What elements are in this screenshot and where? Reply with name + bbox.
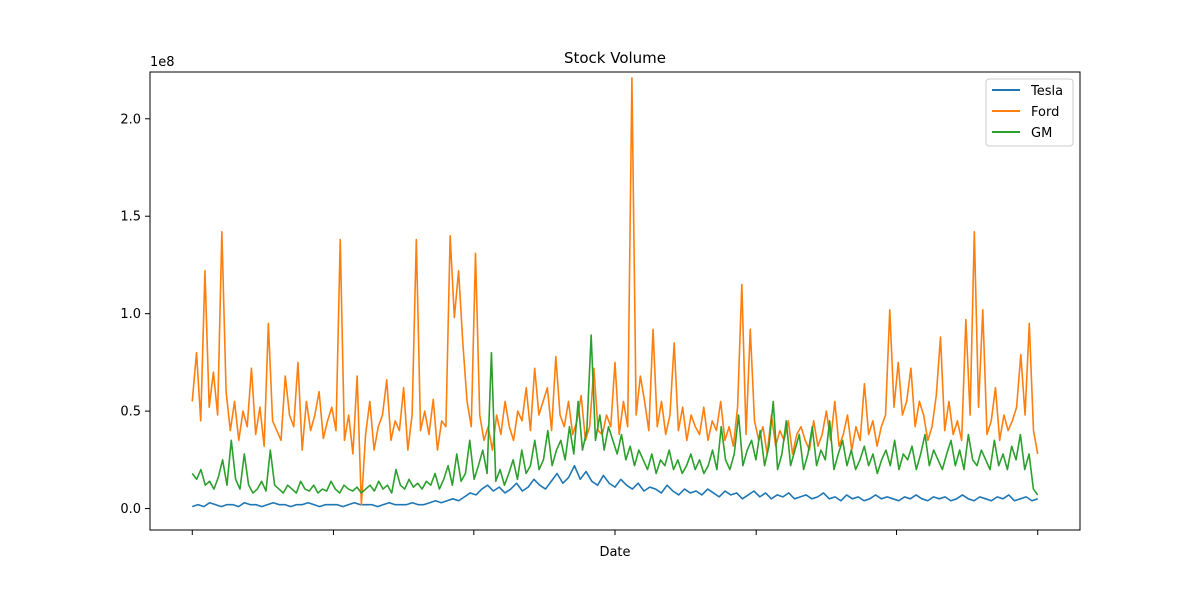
x-axis: [191, 530, 1039, 535]
legend-label-tesla: Tesla: [1030, 84, 1063, 99]
series-line-ford: [191, 77, 1039, 506]
y-tick-label: 1.5: [120, 210, 141, 225]
y-tick-label: 2.0: [120, 112, 141, 127]
y-tick-label: 1.0: [120, 307, 141, 322]
series-layer: [191, 77, 1039, 508]
legend-label-ford: Ford: [1031, 105, 1059, 120]
chart-title: Stock Volume: [564, 49, 666, 67]
legend: Tesla Ford GM: [985, 78, 1074, 147]
y-tick-label: 0.5: [120, 405, 141, 420]
x-axis-label: Date: [599, 545, 630, 560]
y-tick-label: 0.0: [120, 502, 141, 517]
series-line-gm: [191, 334, 1039, 496]
series-line-tesla: [192, 464, 1038, 508]
y-axis: 0.0 0.5 1.0 1.5 2.0: [120, 112, 150, 517]
legend-label-gm: GM: [1031, 126, 1052, 141]
legend-box: [985, 78, 1074, 147]
y-offset-label: 1e8: [150, 55, 175, 70]
